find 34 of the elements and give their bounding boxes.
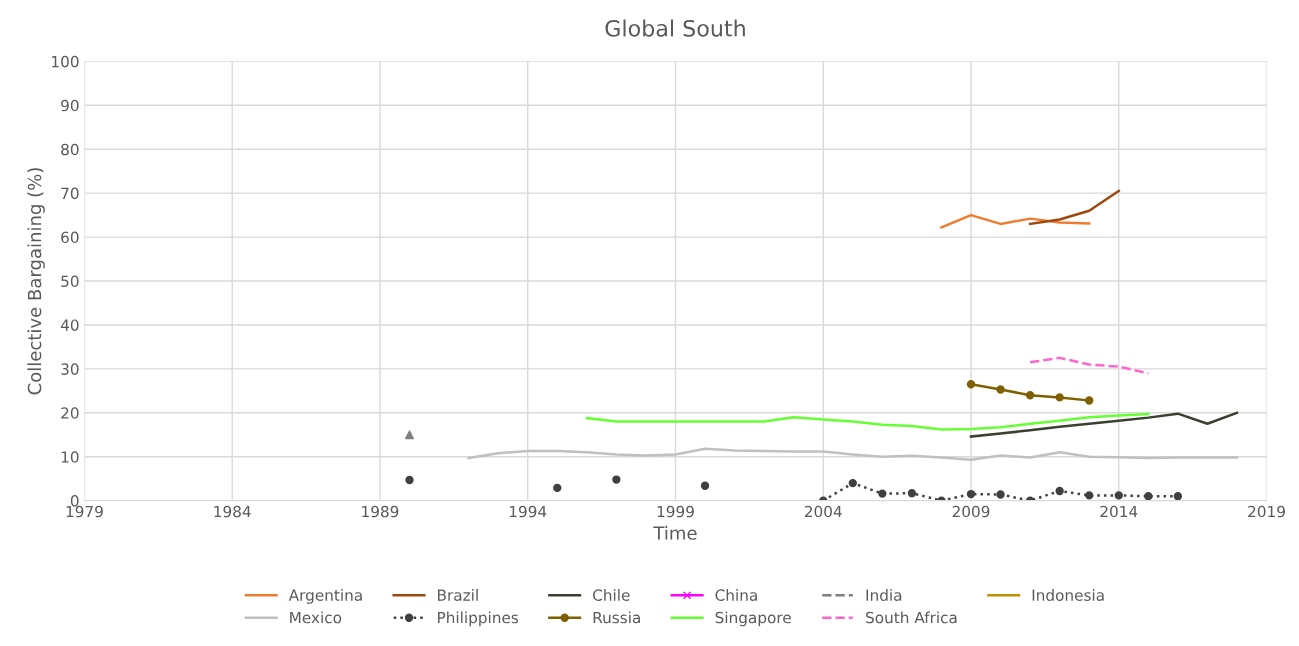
y-tick-label: 70 xyxy=(61,187,79,200)
x-tick-label: 1994 xyxy=(509,505,547,518)
x-tick-label: 1989 xyxy=(362,505,399,518)
x-tick-label: 1984 xyxy=(214,505,251,518)
y-tick-label: 0 xyxy=(70,495,79,507)
y-axis-title: Collective Bargaining (%) xyxy=(27,168,45,395)
x-tick-label: 2004 xyxy=(804,505,842,518)
x-tick-label: 2019 xyxy=(1248,505,1285,518)
y-tick-label: 90 xyxy=(61,99,79,112)
x-tick-label: 2014 xyxy=(1100,505,1138,518)
legend-label: Indonesia xyxy=(1032,589,1104,601)
legend-label: Chile xyxy=(593,589,630,601)
y-tick-label: 20 xyxy=(61,407,79,419)
legend-label: Argentina xyxy=(288,589,362,604)
y-tick-label: 60 xyxy=(61,231,79,244)
x-tick-label: 1979 xyxy=(66,505,103,518)
legend-label: Mexico xyxy=(290,611,342,624)
y-tick-label: 80 xyxy=(61,143,79,156)
legend-label: Brazil xyxy=(438,589,478,601)
legend-label: India xyxy=(866,589,902,601)
x-tick-label: 2009 xyxy=(952,505,990,518)
y-tick-label: 100 xyxy=(52,55,79,68)
y-tick-label: 10 xyxy=(61,451,79,463)
y-tick-label: 40 xyxy=(60,319,79,331)
chart-title: Global South xyxy=(605,19,745,37)
legend-label: South Africa xyxy=(866,611,957,624)
legend-label: China xyxy=(715,589,757,601)
x-tick-label: 1999 xyxy=(657,505,694,518)
legend-label: Russia xyxy=(593,611,640,624)
y-tick-label: 30 xyxy=(61,363,79,375)
x-axis-title: Time xyxy=(653,525,697,540)
legend-label: Singapore xyxy=(715,611,791,627)
legend-label: Philippines xyxy=(438,611,519,627)
y-tick-label: 50 xyxy=(61,275,79,288)
